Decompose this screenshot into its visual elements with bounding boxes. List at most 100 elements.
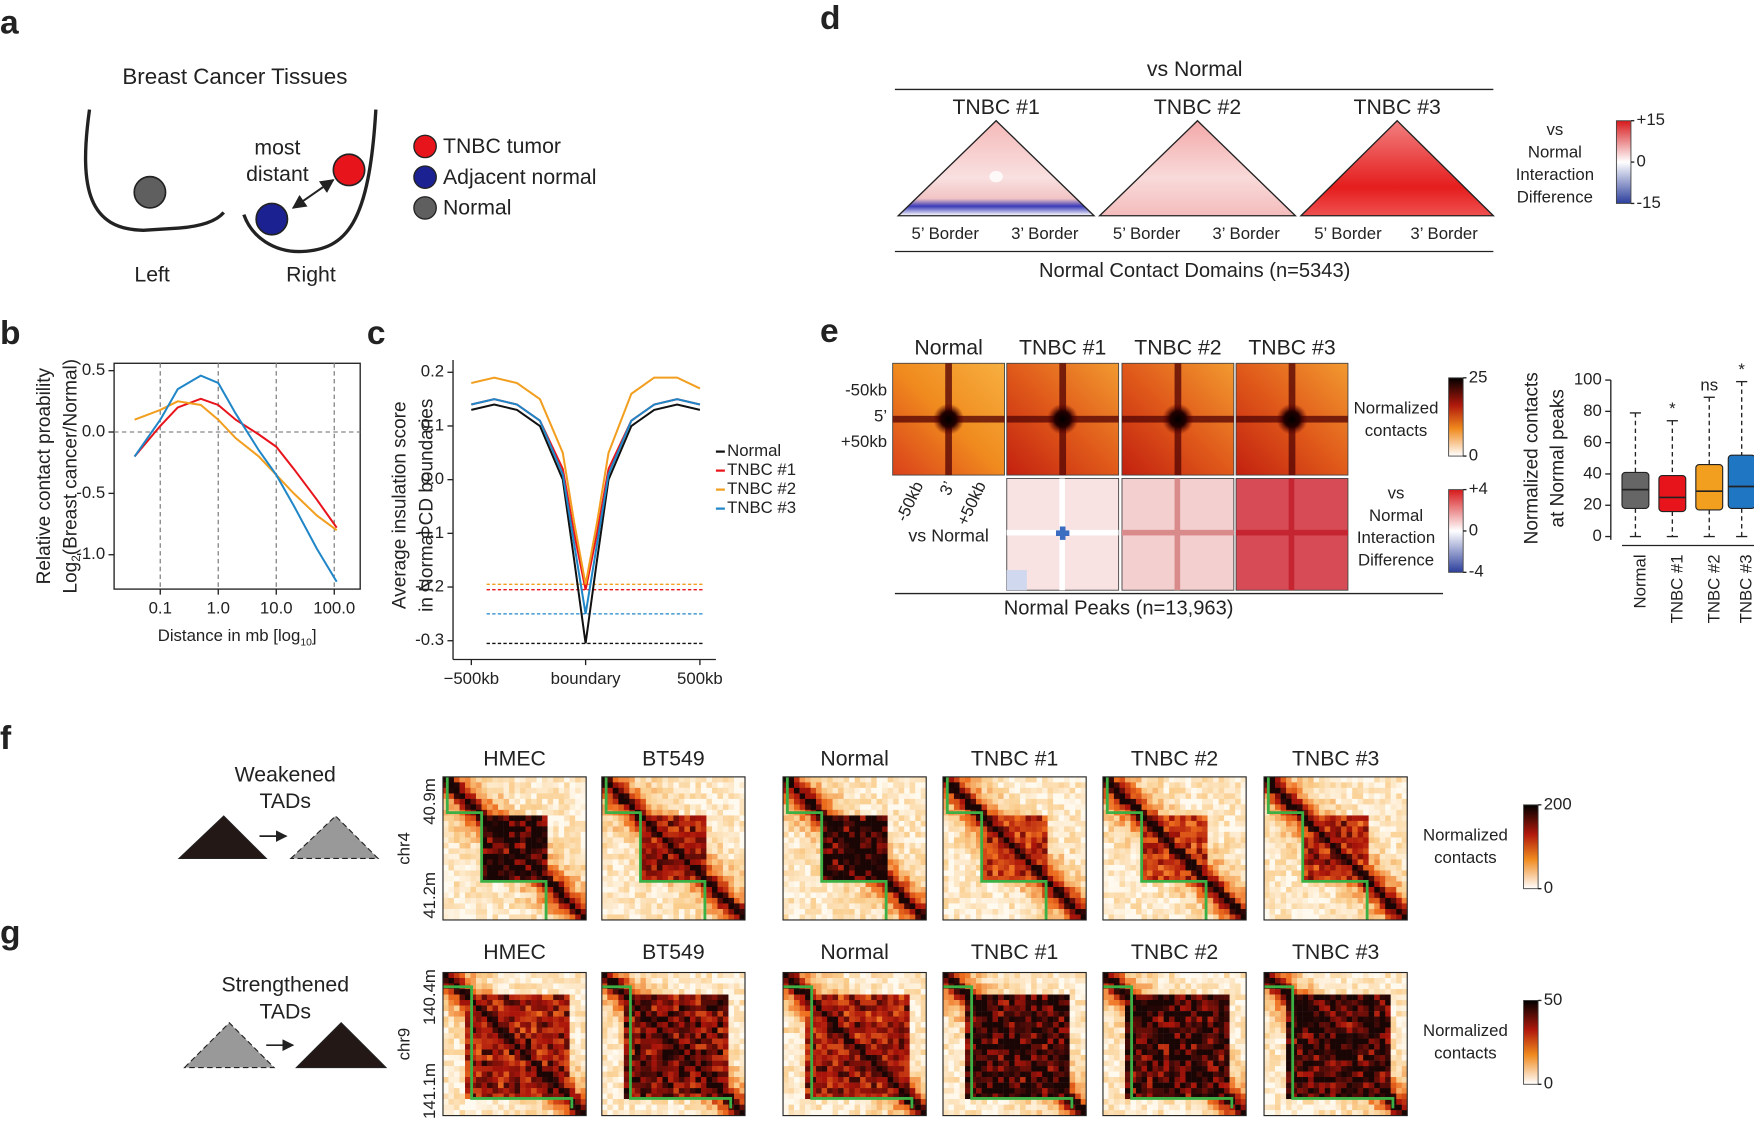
contact-pixel — [965, 897, 971, 904]
contact-pixel — [629, 1038, 636, 1045]
contact-pixel — [503, 1088, 510, 1094]
contact-pixel — [525, 782, 532, 789]
contact-pixel — [876, 903, 883, 910]
contact-pixel — [810, 826, 817, 833]
contact-pixel — [1064, 782, 1070, 789]
colorbar-tick-label: -4 — [1469, 562, 1484, 581]
y-tick-label: -0.3 — [415, 630, 444, 649]
contact-pixel — [503, 983, 510, 990]
contact-pixel — [838, 881, 844, 888]
contact-pixel — [788, 1049, 795, 1056]
contact-pixel — [1014, 897, 1021, 904]
contact-pixel — [793, 1071, 800, 1078]
contact-pixel — [854, 1033, 861, 1039]
contact-pixel — [558, 809, 565, 816]
contact-pixel — [689, 892, 696, 899]
contact-pixel — [712, 804, 718, 811]
contact-pixel — [948, 842, 955, 849]
contact-pixel — [1075, 853, 1082, 860]
panel-label: a — [0, 4, 19, 41]
contact-pixel — [448, 1088, 455, 1094]
contact-pixel — [1058, 815, 1065, 822]
contact-pixel — [580, 820, 587, 827]
contact-pixel — [520, 989, 526, 995]
contact-pixel — [887, 903, 894, 910]
contact-pixel — [1003, 831, 1010, 838]
contact-pixel — [601, 994, 608, 1001]
contact-pixel — [1020, 897, 1026, 904]
contact-pixel — [920, 820, 927, 827]
contact-pixel — [700, 1055, 707, 1061]
contact-pixel — [651, 1027, 658, 1034]
contact-pixel — [607, 837, 614, 844]
contact-pixel — [810, 903, 817, 910]
contact-pixel — [542, 870, 548, 877]
contact-pixel — [547, 1055, 554, 1061]
contact-pixel — [810, 1099, 817, 1105]
contact-pixel — [1036, 809, 1043, 816]
contact-pixel — [783, 837, 789, 844]
contact-pixel — [904, 826, 910, 833]
contact-pixel — [1009, 909, 1015, 915]
contact-pixel — [838, 983, 844, 990]
contact-pixel — [509, 1104, 515, 1111]
contact-pixel — [618, 1016, 625, 1023]
contact-pixel — [717, 815, 724, 822]
contact-pixel — [662, 837, 669, 844]
contact-pixel — [623, 1104, 630, 1111]
contact-pixel — [734, 1016, 740, 1023]
contact-pixel — [558, 859, 565, 866]
contact-pixel — [887, 1033, 894, 1039]
contact-pixel — [909, 787, 916, 794]
contact-pixel — [942, 848, 949, 855]
contact-pixel — [722, 826, 729, 833]
contact-pixel — [827, 983, 833, 990]
contact-pixel — [689, 977, 696, 984]
contact-pixel — [503, 989, 510, 995]
contact-pixel — [915, 1016, 922, 1023]
contact-pixel — [865, 1099, 872, 1105]
contact-pixel — [634, 897, 641, 904]
contact-pixel — [992, 776, 999, 783]
contact-pixel — [448, 793, 455, 800]
contact-pixel — [783, 1000, 789, 1006]
contact-pixel — [448, 782, 455, 789]
contact-pixel — [514, 1104, 521, 1111]
contact-pixel — [871, 782, 877, 789]
contact-pixel — [601, 1066, 608, 1072]
contact-pixel — [442, 1077, 449, 1083]
contact-pixel — [712, 881, 718, 888]
contact-pixel — [838, 1088, 844, 1094]
contact-pixel — [706, 875, 713, 882]
contact-pixel — [487, 1104, 493, 1111]
contact-pixel — [712, 1071, 718, 1078]
contact-pixel — [575, 909, 582, 915]
contact-pixel — [1053, 826, 1059, 833]
contact-pixel — [645, 787, 652, 794]
contact-pixel — [700, 1066, 707, 1072]
contact-pixel — [734, 842, 740, 849]
contact-pixel — [475, 837, 482, 844]
contact-pixel — [695, 1082, 702, 1089]
contact-pixel — [838, 1110, 844, 1116]
contact-pixel — [601, 1088, 608, 1094]
contact-pixel — [827, 1099, 833, 1105]
contact-pixel — [992, 853, 999, 860]
contact-pixel — [898, 1055, 905, 1061]
contact-pixel — [580, 1077, 587, 1083]
contact-pixel — [909, 886, 916, 893]
contact-pixel — [1075, 897, 1082, 904]
contact-pixel — [684, 793, 691, 800]
contact-pixel — [662, 892, 669, 899]
contact-pixel — [942, 864, 949, 871]
contact-pixel — [992, 909, 999, 915]
contact-pixel — [1003, 914, 1010, 921]
contact-pixel — [712, 809, 718, 816]
contact-pixel — [959, 875, 966, 882]
contact-pixel — [520, 886, 526, 893]
contact-pixel — [1053, 815, 1059, 822]
contact-pixel — [712, 864, 718, 871]
contact-pixel — [854, 826, 861, 833]
contact-pixel — [965, 909, 971, 915]
contact-pixel — [871, 1055, 877, 1061]
